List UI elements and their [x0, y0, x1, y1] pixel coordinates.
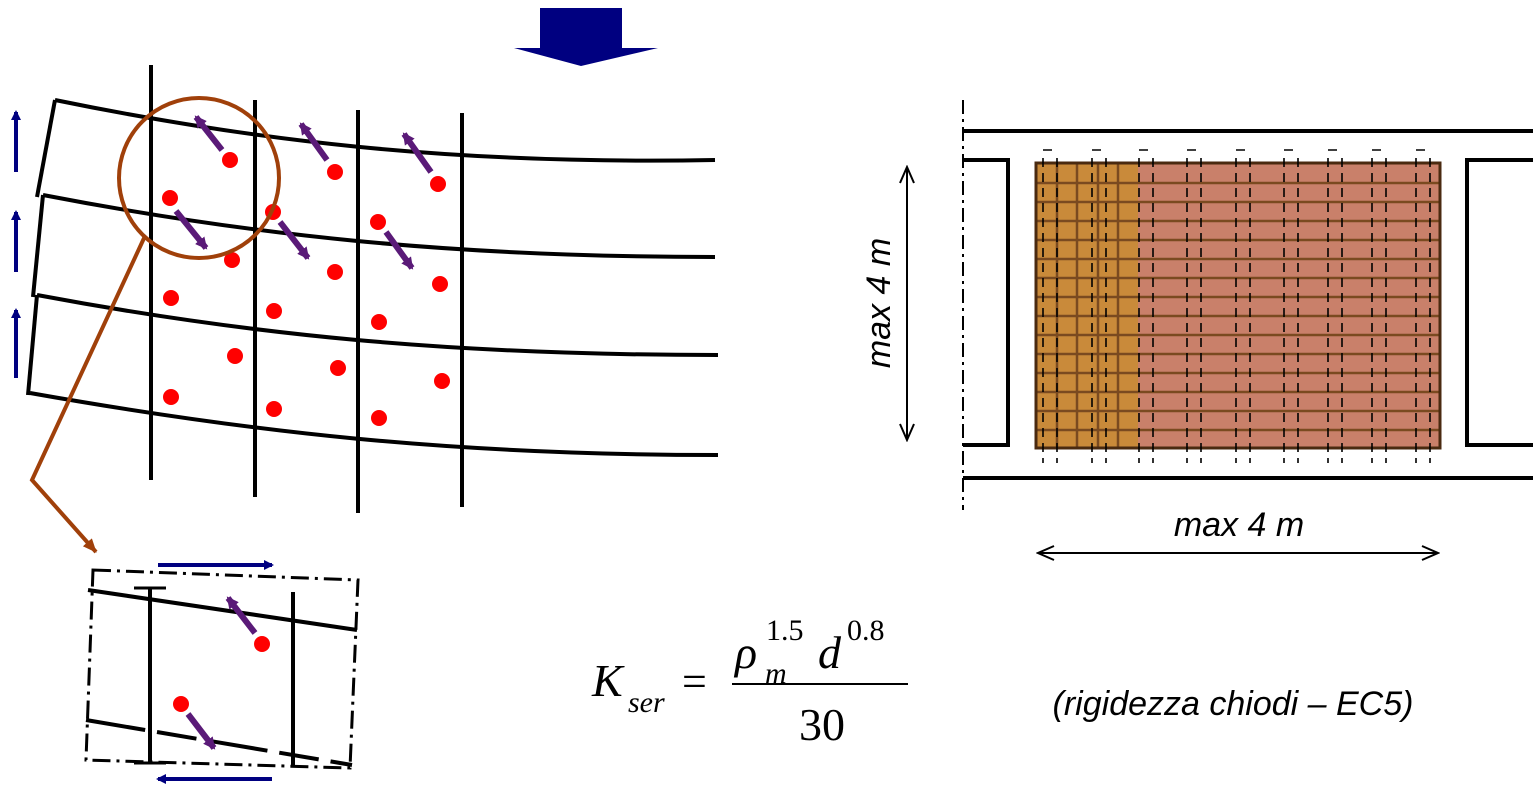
detail-leader	[29, 235, 147, 554]
formula-rho-subscript: m	[765, 657, 787, 690]
nail-dot	[434, 373, 450, 389]
nail-dot	[163, 290, 179, 306]
load-arrow-down	[514, 8, 658, 66]
detail-slip-arrow	[185, 712, 217, 750]
floor-plan: max 4 m max 4 m	[860, 100, 1533, 553]
nail-dot	[266, 303, 282, 319]
detail-nail-dot	[173, 696, 189, 712]
nail-dot	[432, 276, 448, 292]
formula-lhs: K	[591, 655, 625, 706]
panel-dark	[1138, 163, 1440, 448]
nail-dot	[327, 164, 343, 180]
nail-dot	[163, 389, 179, 405]
hidden-joists	[1042, 149, 1431, 463]
nail-dot	[370, 214, 386, 230]
slip-arrow	[298, 122, 330, 162]
slip-arrow	[277, 220, 311, 260]
formula-d: d	[818, 627, 842, 678]
stiffness-note: (rigidezza chiodi – EC5)	[1053, 685, 1414, 723]
nail-dot	[222, 152, 238, 168]
detail-plank-top	[87, 588, 358, 632]
panel-outline	[1034, 161, 1442, 450]
panel-light	[1036, 163, 1138, 448]
nail-dot	[266, 401, 282, 417]
stiffness-formula: K ser = ρ m 1.5 d 0.8 30	[591, 614, 908, 750]
formula-d-exponent: 0.8	[847, 614, 885, 647]
slip-arrow	[173, 209, 209, 250]
detail-circle	[117, 96, 281, 260]
width-dimension-label: max 4 m	[1174, 506, 1304, 544]
formula-rho: ρ	[733, 627, 757, 678]
nail-dot	[330, 360, 346, 376]
slip-arrow	[401, 132, 434, 174]
plank-end-1	[35, 99, 57, 198]
nail-dot	[162, 190, 178, 206]
detail-nail-dot	[254, 636, 270, 652]
plank-end-2	[31, 194, 45, 298]
beam-right	[1465, 158, 1533, 447]
plank-line-1	[54, 98, 716, 163]
formula-rho-exponent: 1.5	[766, 614, 804, 647]
nail-dot	[371, 410, 387, 426]
detail-slip-arrow	[225, 596, 258, 635]
beam-left	[963, 158, 1010, 447]
nail-dot	[430, 176, 446, 192]
detail-callout	[29, 96, 281, 554]
formula-denominator: 30	[799, 699, 845, 750]
nail-dots	[162, 152, 450, 426]
slip-arrow	[193, 115, 225, 152]
height-dimension-label: max 4 m	[860, 238, 898, 368]
nail-dot	[224, 252, 240, 268]
slip-arrow	[383, 230, 415, 270]
formula-equals: =	[682, 657, 707, 706]
detail-box	[84, 560, 360, 784]
formula-lhs-subscript: ser	[628, 686, 665, 719]
bent-planks	[26, 65, 719, 513]
slip-arrows	[173, 115, 434, 270]
detail-box-outline	[84, 568, 360, 770]
detail-plank-bottom	[85, 718, 353, 767]
nail-dot	[371, 314, 387, 330]
plank-end-3	[26, 294, 39, 396]
nail-dot	[327, 264, 343, 280]
nail-dot	[227, 348, 243, 364]
